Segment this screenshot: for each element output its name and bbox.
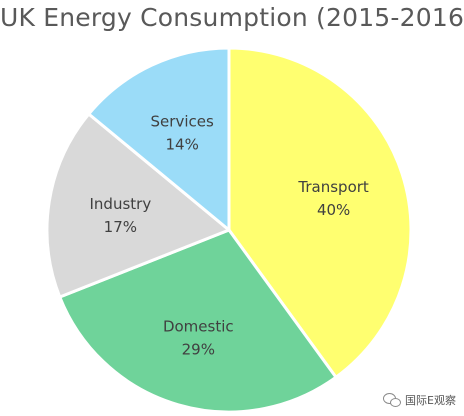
slice-label-industry: Industry xyxy=(90,195,152,213)
slice-label-services: Services xyxy=(151,112,214,130)
pie-labels: Transport 40% Domestic 29% Industry 17% Servic… xyxy=(90,112,369,358)
watermark-text: 国际E观察 xyxy=(405,394,456,407)
slice-label-transport: Transport xyxy=(297,178,369,196)
slice-value-industry: 17% xyxy=(104,218,137,236)
pie-slice-industry xyxy=(45,112,231,299)
pie-slice-transport xyxy=(227,46,413,379)
slice-value-services: 14% xyxy=(165,135,198,153)
pie-slice-domestic xyxy=(58,228,338,414)
slice-value-domestic: 29% xyxy=(182,341,215,359)
chart-title: UK Energy Consumption (2015-2016) xyxy=(0,3,464,32)
watermark: 国际E观察 xyxy=(383,392,456,408)
pie-slices xyxy=(45,46,413,414)
chat-bubbles-icon xyxy=(383,393,402,407)
slice-value-transport: 40% xyxy=(317,201,350,219)
pie-slice-services xyxy=(87,46,231,232)
slice-label-domestic: Domestic xyxy=(163,318,234,336)
